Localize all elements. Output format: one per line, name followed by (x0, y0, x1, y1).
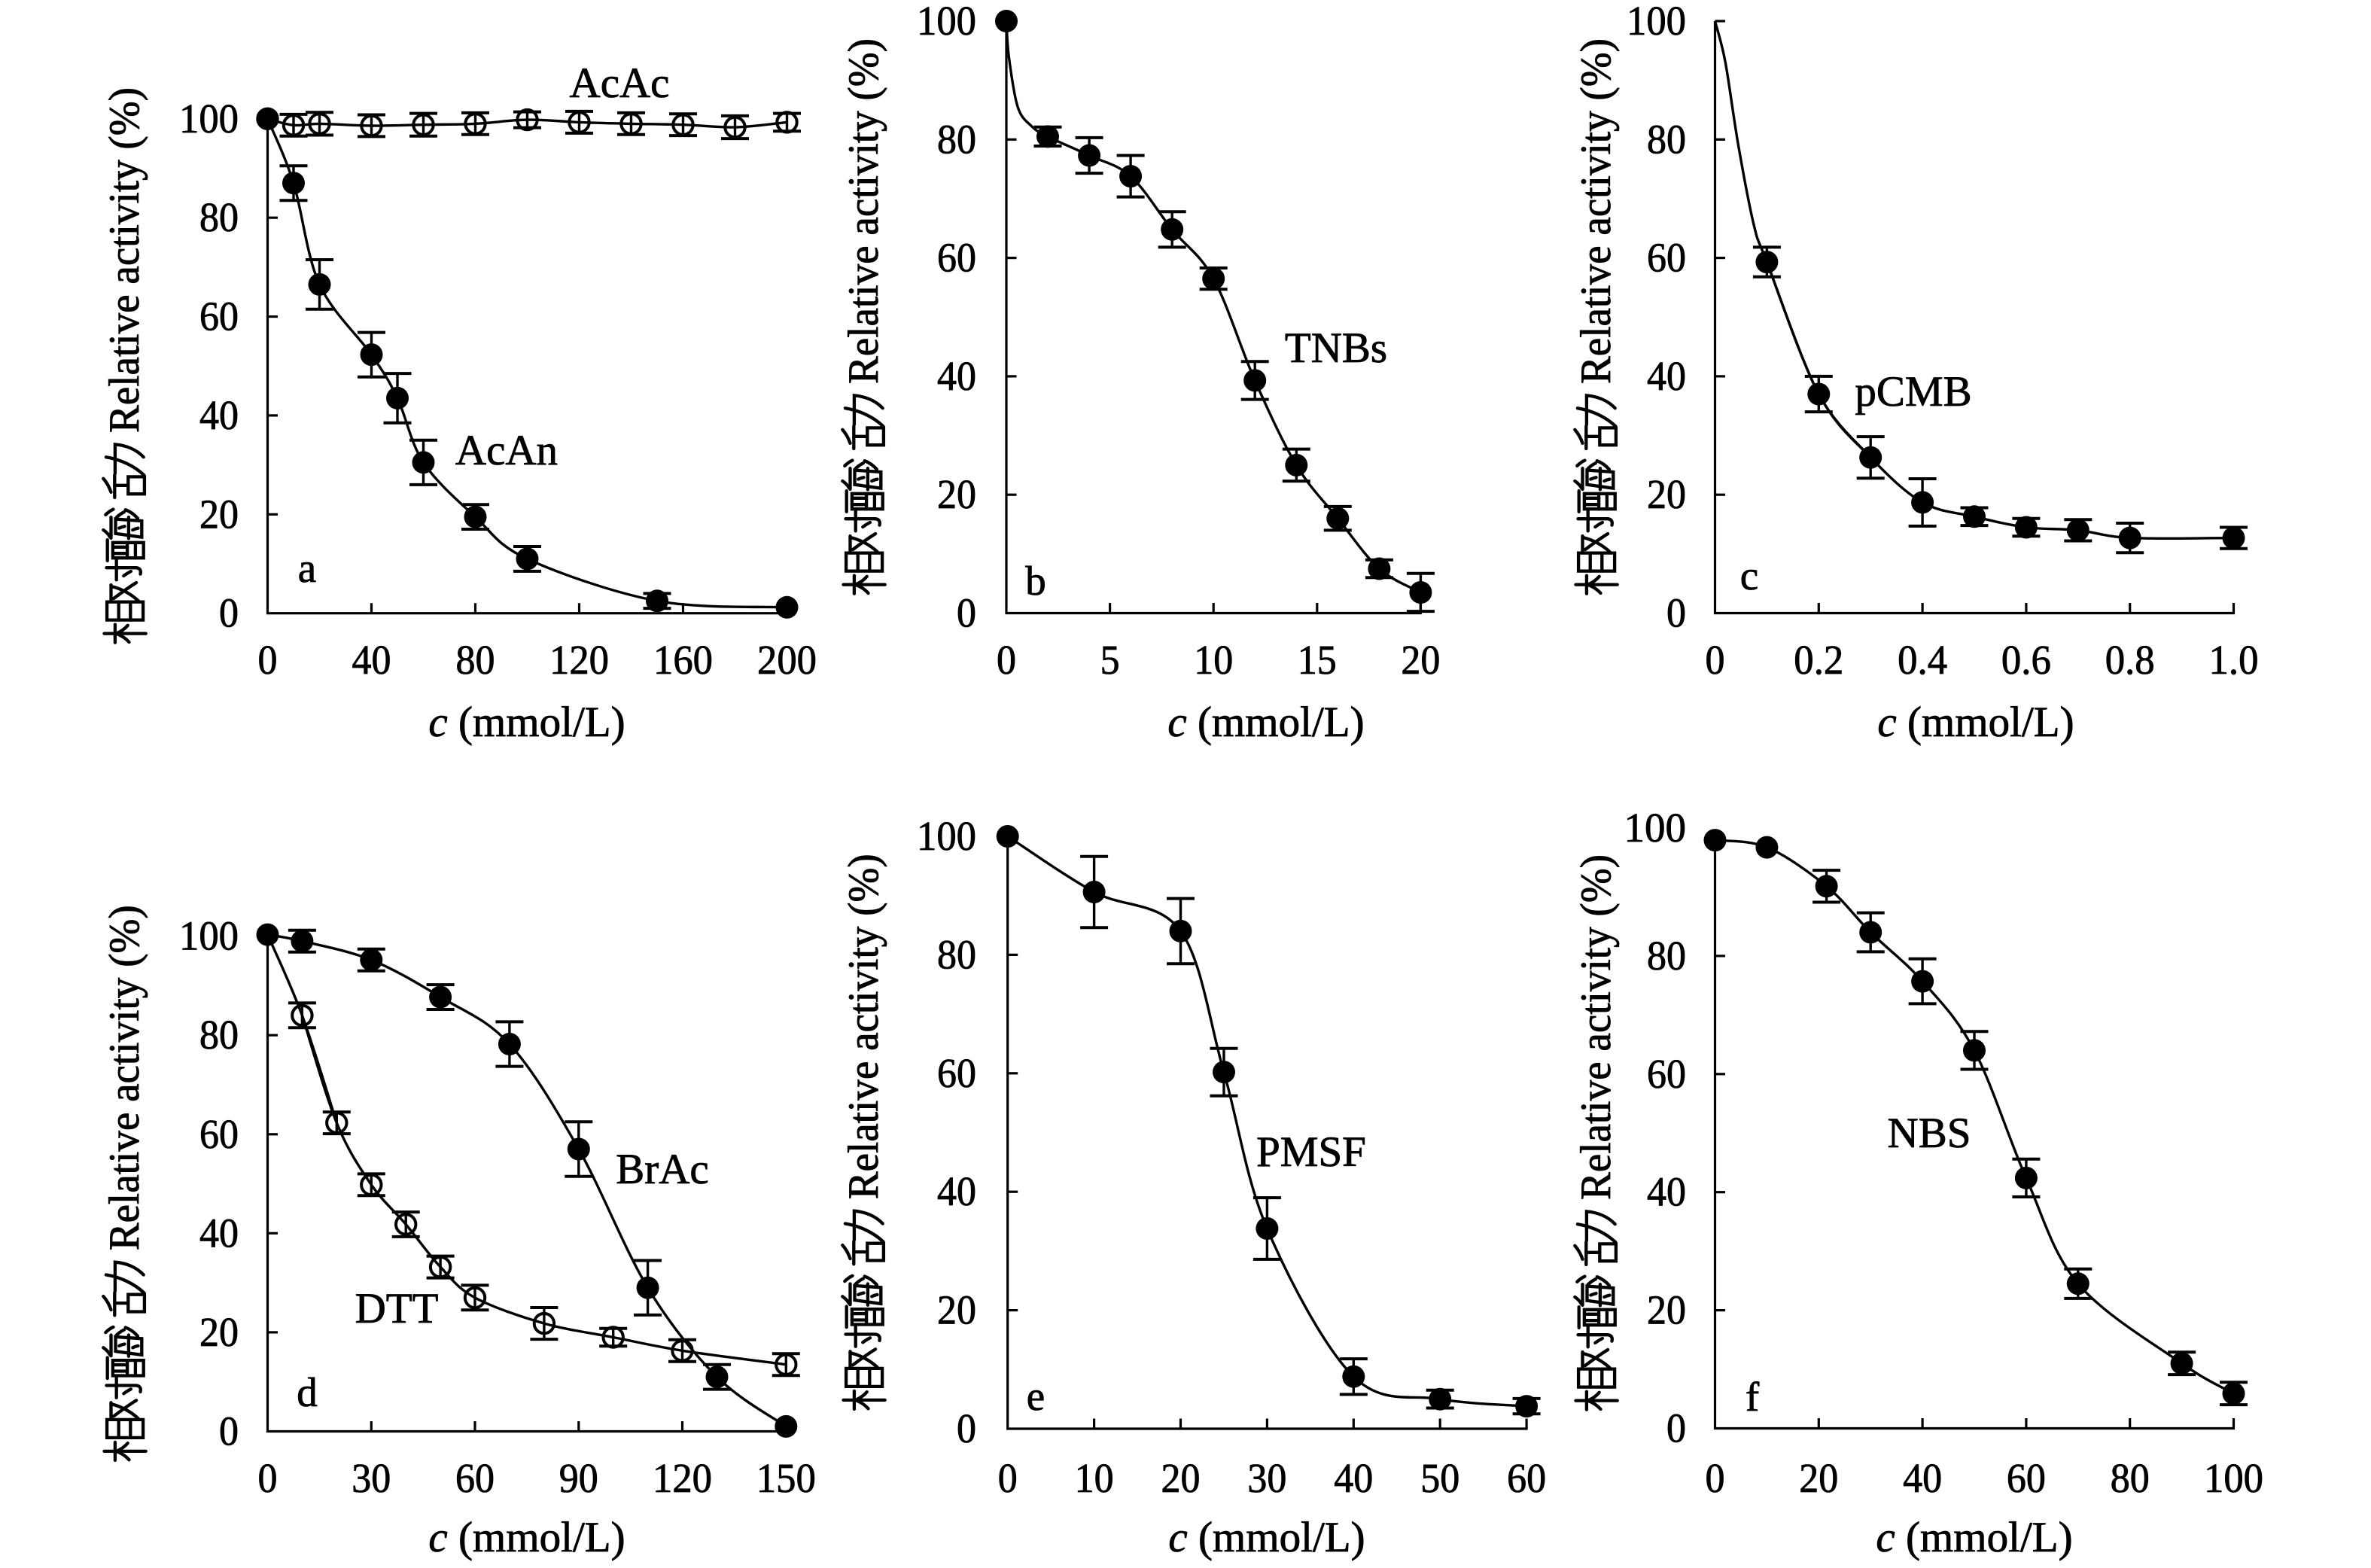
svg-text:20: 20 (199, 491, 239, 537)
svg-text:0.2: 0.2 (1794, 637, 1843, 683)
svg-text:10: 10 (1194, 637, 1233, 683)
svg-text:100: 100 (179, 913, 239, 959)
svg-text:0: 0 (997, 637, 1016, 683)
svg-text:60: 60 (1507, 1455, 1546, 1501)
svg-text:30: 30 (1247, 1455, 1286, 1501)
svg-text:c (mmol/L): c (mmol/L) (1167, 699, 1364, 746)
svg-text:AcAn: AcAn (455, 427, 558, 474)
svg-text:TNBs: TNBs (1285, 324, 1387, 372)
svg-text:100: 100 (1624, 805, 1687, 851)
svg-text:100: 100 (917, 0, 976, 44)
svg-text:10: 10 (1075, 1455, 1114, 1501)
svg-text:40: 40 (199, 1210, 239, 1256)
svg-text:0: 0 (1706, 637, 1725, 683)
svg-text:0: 0 (258, 637, 278, 683)
svg-text:Relative activity (%): Relative activity (%) (1572, 38, 1620, 384)
svg-text:c (mmol/L): c (mmol/L) (428, 699, 625, 746)
svg-text:pCMB: pCMB (1855, 368, 1971, 416)
svg-text:40: 40 (1647, 353, 1686, 399)
svg-text:60: 60 (455, 1455, 495, 1501)
svg-text:20: 20 (1161, 1455, 1201, 1501)
svg-text:20: 20 (1799, 1455, 1838, 1501)
svg-text:40: 40 (937, 353, 976, 399)
svg-text:15: 15 (1298, 637, 1337, 683)
svg-text:0: 0 (219, 1408, 239, 1454)
svg-text:90: 90 (559, 1455, 598, 1501)
svg-text:Relative activity (%): Relative activity (%) (840, 854, 887, 1199)
svg-text:60: 60 (1647, 1051, 1686, 1097)
svg-text:60: 60 (199, 1111, 239, 1157)
svg-text:60: 60 (937, 1050, 976, 1096)
svg-text:AcAc: AcAc (570, 59, 670, 107)
svg-text:BrAc: BrAc (616, 1146, 708, 1193)
svg-text:NBS: NBS (1888, 1110, 1971, 1157)
svg-text:60: 60 (1647, 235, 1686, 281)
svg-text:a: a (298, 545, 316, 591)
svg-text:100: 100 (179, 96, 239, 142)
svg-text:100: 100 (917, 813, 976, 859)
svg-text:f: f (1746, 1374, 1760, 1420)
svg-text:c (mmol/L): c (mmol/L) (1168, 1514, 1365, 1561)
svg-text:e: e (1027, 1373, 1045, 1419)
svg-text:120: 120 (653, 1455, 712, 1501)
svg-text:0: 0 (1706, 1455, 1725, 1501)
svg-text:150: 150 (756, 1455, 816, 1501)
svg-text:40: 40 (937, 1168, 976, 1214)
svg-text:80: 80 (199, 1012, 239, 1058)
svg-text:60: 60 (2007, 1455, 2046, 1501)
svg-text:200: 200 (757, 637, 817, 683)
svg-text:60: 60 (937, 235, 976, 281)
svg-text:100: 100 (2204, 1455, 2263, 1501)
svg-text:60: 60 (199, 294, 239, 339)
svg-text:20: 20 (1401, 637, 1440, 683)
svg-text:40: 40 (1647, 1169, 1686, 1215)
svg-text:d: d (297, 1369, 318, 1415)
svg-text:Relative activity (%): Relative activity (%) (101, 905, 148, 1250)
svg-text:80: 80 (1647, 933, 1686, 979)
svg-text:0: 0 (219, 590, 239, 636)
svg-text:80: 80 (1647, 116, 1686, 162)
svg-text:20: 20 (1647, 471, 1686, 517)
svg-text:0: 0 (1666, 590, 1686, 636)
svg-text:c (mmol/L): c (mmol/L) (1877, 699, 2074, 746)
svg-text:80: 80 (2111, 1455, 2150, 1501)
svg-text:0: 0 (998, 1455, 1018, 1501)
svg-text:c (mmol/L): c (mmol/L) (428, 1514, 625, 1561)
svg-text:100: 100 (1627, 0, 1686, 44)
svg-text:0.8: 0.8 (2105, 637, 2155, 683)
svg-text:c (mmol/L): c (mmol/L) (1876, 1514, 2072, 1561)
svg-text:5: 5 (1100, 637, 1120, 683)
svg-text:0: 0 (957, 1405, 976, 1451)
svg-text:1.0: 1.0 (2209, 637, 2259, 683)
svg-text:20: 20 (937, 1287, 976, 1333)
svg-text:40: 40 (199, 392, 239, 438)
svg-text:b: b (1025, 558, 1046, 604)
svg-text:20: 20 (199, 1309, 239, 1355)
svg-text:c: c (1740, 553, 1758, 598)
svg-text:50: 50 (1420, 1455, 1459, 1501)
svg-text:0: 0 (258, 1455, 278, 1501)
svg-text:Relative activity (%): Relative activity (%) (101, 87, 148, 433)
svg-text:80: 80 (937, 931, 976, 977)
svg-text:0: 0 (957, 590, 976, 636)
svg-text:DTT: DTT (355, 1285, 439, 1332)
svg-text:0.6: 0.6 (2001, 637, 2051, 683)
svg-text:20: 20 (1647, 1287, 1686, 1333)
svg-text:20: 20 (937, 471, 976, 517)
svg-text:PMSF: PMSF (1256, 1128, 1366, 1176)
svg-text:40: 40 (352, 637, 391, 683)
svg-text:160: 160 (653, 637, 713, 683)
svg-text:0.4: 0.4 (1898, 637, 1947, 683)
svg-text:120: 120 (549, 637, 609, 683)
svg-text:Relative activity (%): Relative activity (%) (1572, 854, 1620, 1200)
svg-text:40: 40 (1334, 1455, 1373, 1501)
svg-text:40: 40 (1903, 1455, 1942, 1501)
svg-text:80: 80 (199, 194, 239, 240)
svg-text:30: 30 (352, 1455, 391, 1501)
svg-text:80: 80 (456, 637, 495, 683)
svg-text:0: 0 (1666, 1405, 1686, 1451)
svg-text:80: 80 (937, 116, 976, 162)
svg-text:Relative activity (%): Relative activity (%) (840, 38, 887, 384)
